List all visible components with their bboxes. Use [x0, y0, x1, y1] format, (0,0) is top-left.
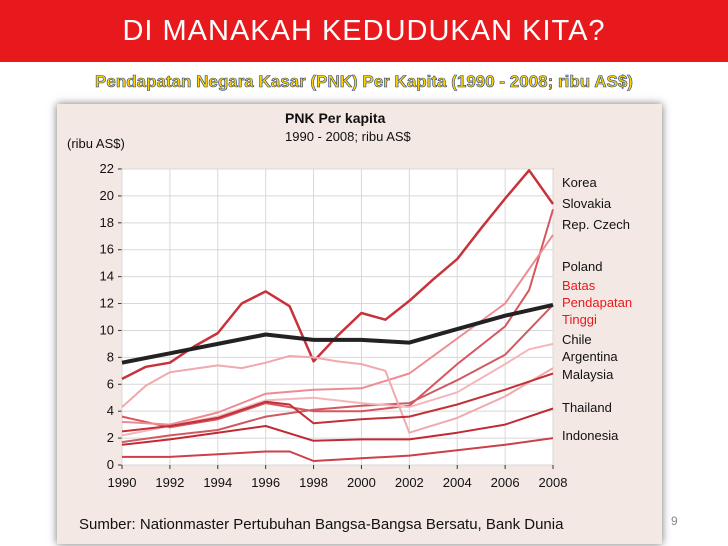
y-tick-label: 14	[100, 269, 114, 284]
line-chart: 0 2 4 6 8 10 12 14 16 18 20 22 1990 1992 1994 1996 1998 2…	[67, 110, 632, 490]
legend-label: Pendapatan	[562, 295, 632, 310]
x-tick-label: 1996	[251, 475, 280, 490]
legend-label: Thailand	[562, 400, 612, 415]
chart-subtitle: 1990 - 2008; ribu AS$	[285, 129, 412, 144]
source-note: Sumber: Nationmaster Pertubuhan Bangsa-B…	[79, 516, 564, 533]
y-tick-label: 2	[107, 430, 114, 445]
x-tick-label: 1994	[203, 475, 232, 490]
y-tick-label: 18	[100, 215, 114, 230]
plot-area	[121, 168, 554, 466]
legend-label: Argentina	[562, 349, 618, 364]
chart-title: PNK Per kapita	[285, 110, 386, 126]
x-tick-label: 2006	[491, 475, 520, 490]
y-axis-label: (ribu AS$)	[67, 136, 125, 151]
series-line	[121, 372, 554, 433]
legend-label: Tinggi	[562, 312, 597, 327]
y-tick-label: 22	[100, 161, 114, 176]
legend-label: Indonesia	[562, 428, 619, 443]
slide-subtitle: Pendapatan Negara Kasar (PNK) Per Kapita…	[95, 72, 633, 92]
legend-label: Slovakia	[562, 196, 612, 211]
legend-label: Korea	[562, 175, 597, 190]
series-line	[121, 302, 554, 365]
y-tick-label: 4	[107, 403, 114, 418]
x-tick-label: 2008	[539, 475, 568, 490]
x-tick-label: 2000	[347, 475, 376, 490]
title-bar: DI MANAKAH KEDUDUKAN KITA?	[0, 0, 728, 62]
y-tick-label: 0	[107, 457, 114, 472]
y-tick-label: 6	[107, 376, 114, 391]
chart-figure: 0 2 4 6 8 10 12 14 16 18 20 22 1990 1992 1994 1996 1998 2…	[57, 104, 662, 544]
series-line	[122, 437, 554, 462]
legend-label: Batas	[562, 278, 596, 293]
legend-label: Chile	[562, 332, 592, 347]
x-tick-label: 1990	[108, 475, 137, 490]
page-number: 9	[671, 514, 678, 528]
x-tick-label: 1998	[299, 475, 328, 490]
y-tick-label: 12	[100, 296, 114, 311]
x-tick-label: 2004	[443, 475, 472, 490]
x-tick-label: 2002	[395, 475, 424, 490]
series-line	[121, 355, 554, 434]
legend-label: Malaysia	[562, 367, 614, 382]
y-tick-label: 16	[100, 242, 114, 257]
y-tick-label: 20	[100, 188, 114, 203]
legend-label: Poland	[562, 259, 602, 274]
series-line	[121, 407, 554, 446]
series-line	[121, 304, 554, 444]
y-tick-label: 8	[107, 349, 114, 364]
legend-label: Rep. Czech	[562, 217, 630, 232]
x-tick-label: 1992	[155, 475, 184, 490]
slide-title: DI MANAKAH KEDUDUKAN KITA?	[122, 14, 606, 47]
y-tick-label: 10	[100, 322, 114, 337]
